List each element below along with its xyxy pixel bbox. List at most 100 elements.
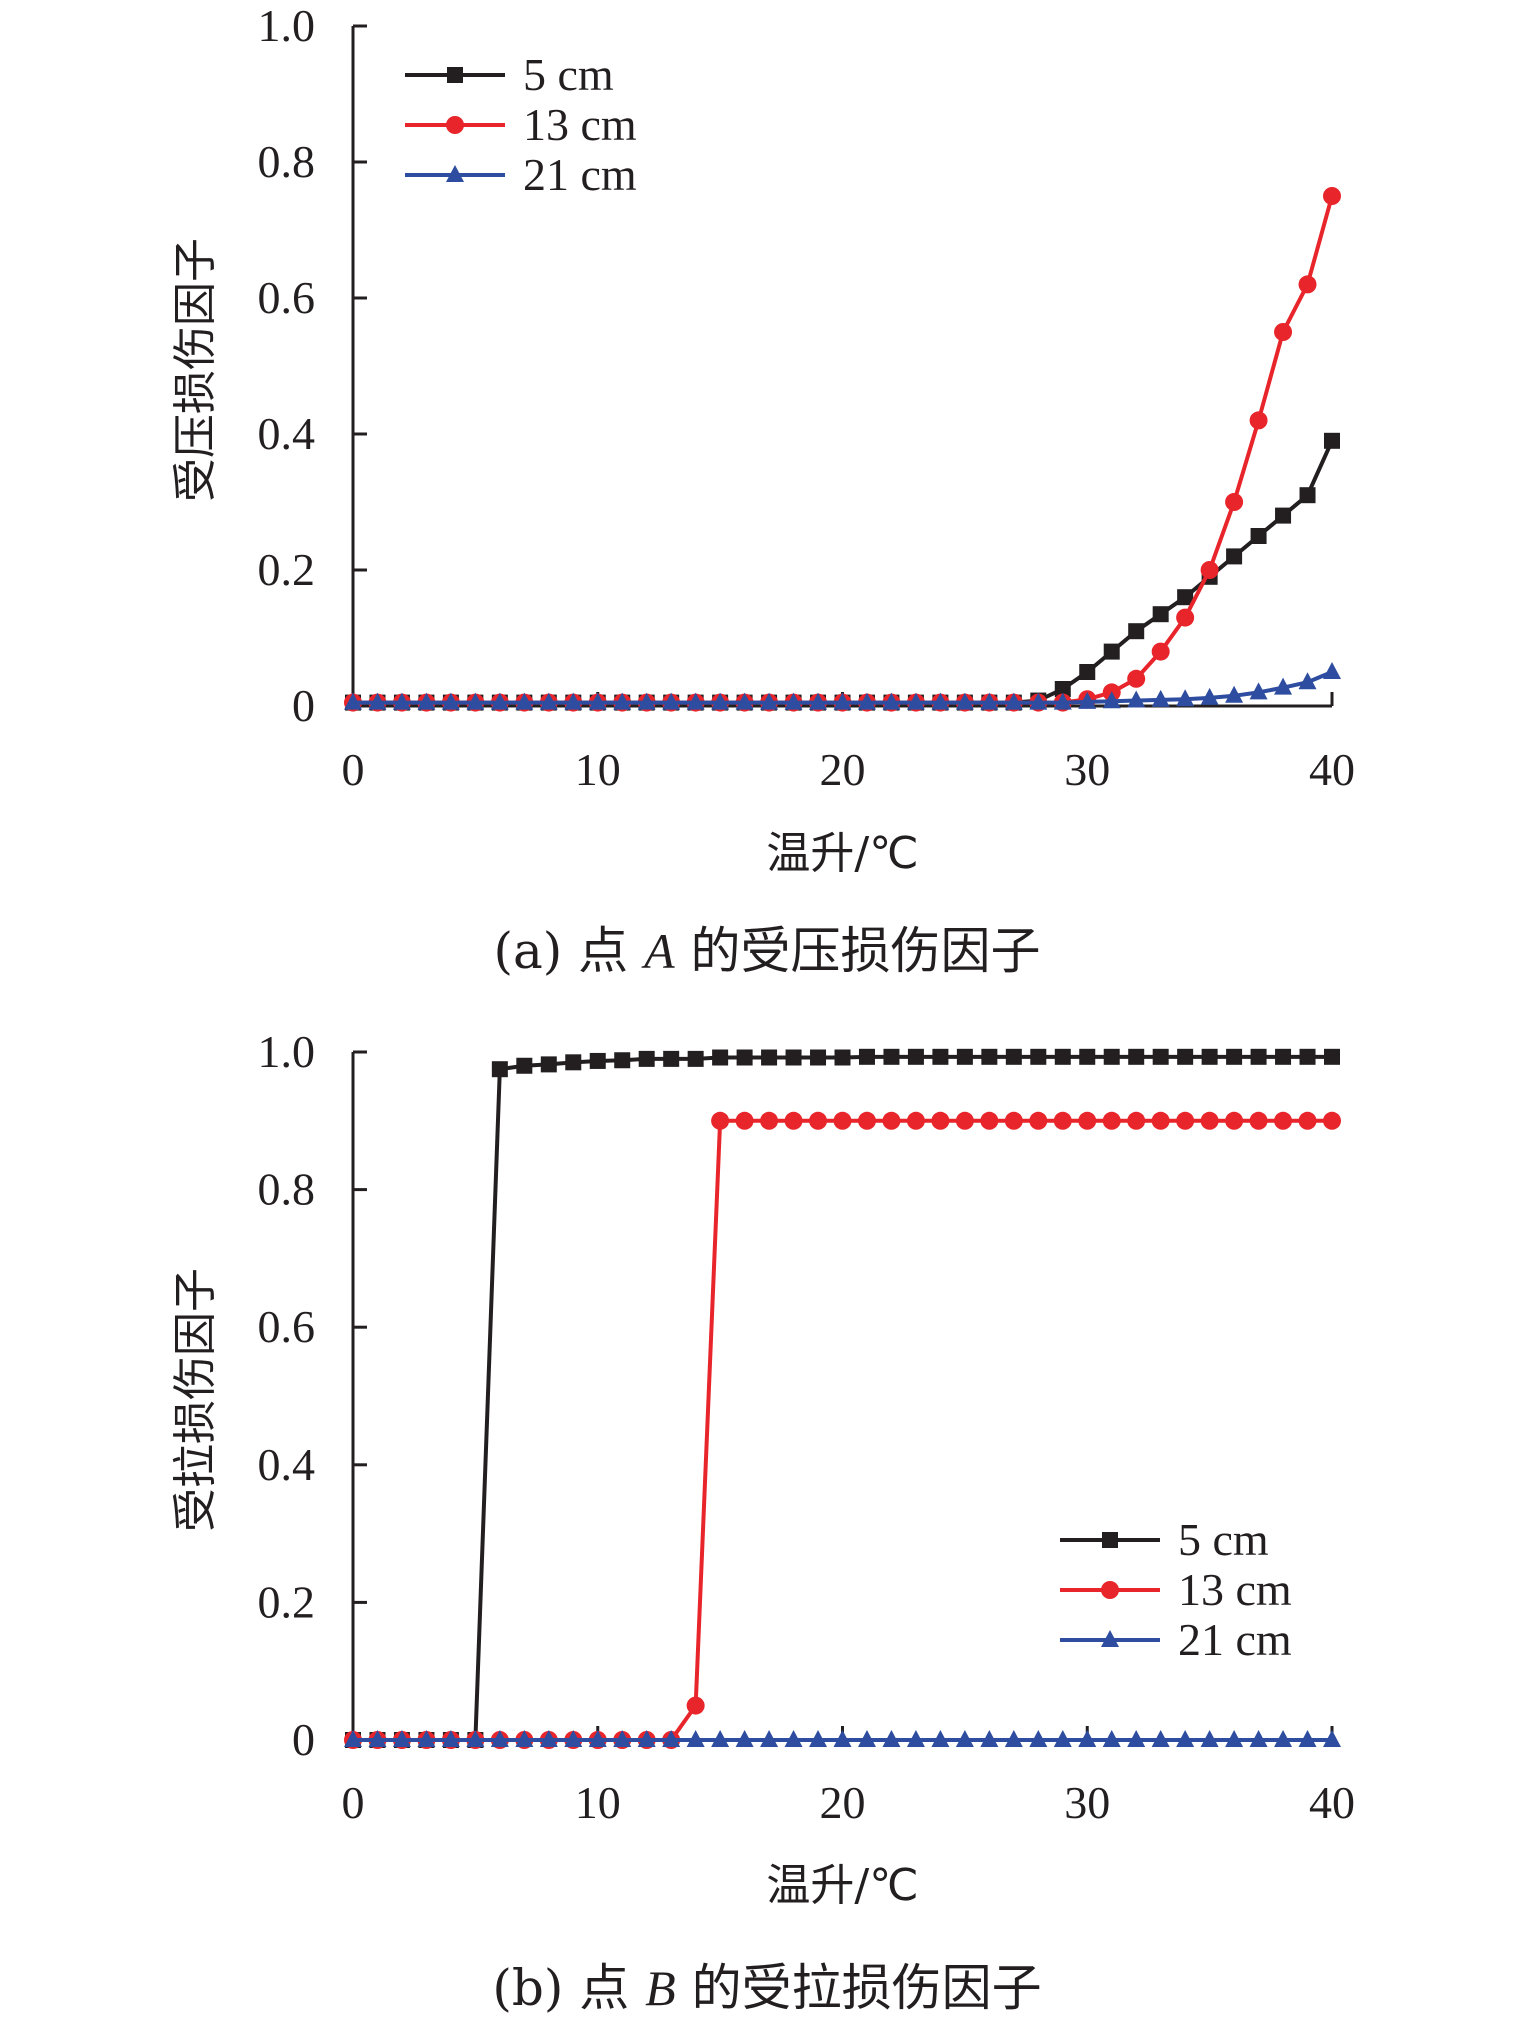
data-point <box>980 1730 999 1747</box>
data-point <box>833 692 852 710</box>
data-point <box>1176 1111 1195 1130</box>
data-point <box>368 1730 387 1747</box>
data-point <box>1152 606 1169 623</box>
caption-prefix: (b) 点 <box>492 1959 645 2017</box>
data-point <box>1225 1111 1244 1130</box>
legend-label: 13 cm <box>523 99 637 150</box>
data-point <box>1151 642 1170 661</box>
data-point <box>446 165 464 182</box>
data-point <box>565 1054 582 1071</box>
data-point <box>1078 691 1097 709</box>
data-point <box>1274 1730 1293 1747</box>
data-point <box>516 1057 533 1074</box>
data-point <box>761 1049 778 1066</box>
data-point <box>417 692 436 710</box>
data-point <box>1102 1111 1121 1130</box>
data-point <box>686 692 705 710</box>
legend-item: 13 cm <box>1060 1564 1292 1615</box>
data-point <box>1004 1730 1023 1747</box>
data-point <box>833 1730 852 1747</box>
series-1 <box>345 432 1340 711</box>
data-point <box>956 1048 973 1065</box>
y-tick-label: 0 <box>292 1714 315 1765</box>
data-point <box>1176 1730 1195 1747</box>
x-tick-label: 30 <box>1064 744 1110 795</box>
x-tick-label: 40 <box>1309 1777 1355 1828</box>
data-point <box>662 692 681 710</box>
data-point <box>1176 608 1195 627</box>
data-point <box>736 1049 753 1066</box>
data-point <box>1225 685 1244 703</box>
data-point <box>980 692 999 710</box>
data-point <box>1005 1048 1022 1065</box>
data-point <box>955 1730 974 1747</box>
y-tick-label: 0.2 <box>258 544 316 595</box>
series-3 <box>344 662 1341 710</box>
caption-suffix: 的受压损伤因子 <box>675 922 1041 980</box>
data-point <box>638 1050 655 1067</box>
data-point <box>637 1730 656 1747</box>
data-point <box>955 1111 974 1130</box>
data-point <box>906 1111 925 1130</box>
data-point <box>1250 528 1267 544</box>
data-point <box>931 1111 950 1130</box>
data-point <box>1249 1730 1268 1747</box>
legend-item: 5 cm <box>1060 1514 1269 1565</box>
data-point <box>735 1111 754 1130</box>
series-line <box>353 439 1334 705</box>
data-point <box>466 1730 485 1747</box>
data-point <box>1030 1048 1047 1065</box>
data-point <box>368 692 387 710</box>
data-point <box>857 692 876 710</box>
data-point <box>906 692 925 710</box>
data-point <box>1274 323 1293 341</box>
data-point <box>466 692 485 710</box>
data-point <box>1249 682 1268 700</box>
data-point <box>1225 1730 1244 1747</box>
data-point <box>441 1730 460 1747</box>
data-point <box>931 692 950 710</box>
x-tick-label: 20 <box>820 744 866 795</box>
data-point <box>613 692 632 710</box>
x-tick-label: 0 <box>342 1777 365 1828</box>
data-point <box>1053 692 1072 710</box>
data-point <box>810 1049 827 1066</box>
data-point <box>1029 1730 1048 1747</box>
data-point <box>735 692 754 710</box>
data-point <box>663 1050 680 1067</box>
legend-label: 5 cm <box>1178 1514 1269 1565</box>
caption-suffix: 的受拉损伤因子 <box>676 1959 1042 2017</box>
data-point <box>857 1111 876 1130</box>
data-point <box>1151 1111 1170 1130</box>
data-point <box>809 692 828 710</box>
data-point <box>1275 507 1292 524</box>
data-point <box>1249 411 1268 430</box>
y-tick-label: 0.6 <box>258 272 316 323</box>
data-point <box>1250 1048 1267 1065</box>
data-point <box>882 1111 901 1130</box>
legend-item: 21 cm <box>405 149 637 200</box>
chart-a: 0 0.2 0.4 0.6 0.8 1.0 0 10 20 30 40 温升/℃ 受压损伤因子 5 cm1… <box>170 0 1355 980</box>
data-point <box>1151 1730 1170 1747</box>
series-line <box>353 195 1334 705</box>
data-point <box>1029 692 1048 710</box>
data-point <box>931 1730 950 1747</box>
data-point <box>1054 681 1071 697</box>
data-point <box>446 116 464 134</box>
data-point <box>1226 548 1243 565</box>
data-point <box>711 1730 730 1747</box>
data-point <box>882 1730 901 1747</box>
figure-caption: (b) 点 B 的受拉损伤因子 <box>492 1959 1041 2017</box>
data-point <box>760 692 779 710</box>
data-point <box>1079 664 1096 680</box>
data-point <box>1103 1048 1120 1065</box>
data-point <box>907 1048 924 1065</box>
data-point <box>711 692 730 710</box>
data-point <box>1274 1111 1293 1130</box>
data-point <box>1053 1730 1072 1747</box>
data-point <box>760 1730 779 1747</box>
data-point <box>809 1111 828 1130</box>
data-point <box>1151 689 1170 707</box>
y-tick-label: 0.4 <box>258 408 316 459</box>
